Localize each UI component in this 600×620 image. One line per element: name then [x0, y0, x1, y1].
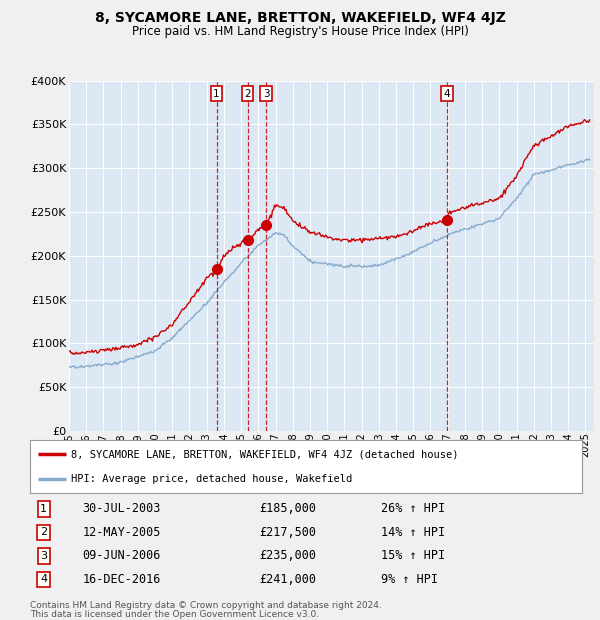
Text: This data is licensed under the Open Government Licence v3.0.: This data is licensed under the Open Gov… [30, 610, 319, 619]
Text: £217,500: £217,500 [259, 526, 316, 539]
Text: £185,000: £185,000 [259, 502, 316, 515]
Text: 1: 1 [213, 89, 220, 99]
Text: 1: 1 [40, 504, 47, 514]
Text: 15% ↑ HPI: 15% ↑ HPI [380, 549, 445, 562]
Text: 3: 3 [40, 551, 47, 561]
Text: Price paid vs. HM Land Registry's House Price Index (HPI): Price paid vs. HM Land Registry's House … [131, 25, 469, 38]
Text: 26% ↑ HPI: 26% ↑ HPI [380, 502, 445, 515]
Text: Contains HM Land Registry data © Crown copyright and database right 2024.: Contains HM Land Registry data © Crown c… [30, 601, 382, 611]
Text: 9% ↑ HPI: 9% ↑ HPI [380, 573, 437, 586]
Text: 30-JUL-2003: 30-JUL-2003 [82, 502, 161, 515]
Text: 12-MAY-2005: 12-MAY-2005 [82, 526, 161, 539]
Text: 14% ↑ HPI: 14% ↑ HPI [380, 526, 445, 539]
Text: HPI: Average price, detached house, Wakefield: HPI: Average price, detached house, Wake… [71, 474, 353, 484]
Text: 8, SYCAMORE LANE, BRETTON, WAKEFIELD, WF4 4JZ: 8, SYCAMORE LANE, BRETTON, WAKEFIELD, WF… [95, 11, 505, 25]
Text: 4: 4 [443, 89, 451, 99]
Text: 8, SYCAMORE LANE, BRETTON, WAKEFIELD, WF4 4JZ (detached house): 8, SYCAMORE LANE, BRETTON, WAKEFIELD, WF… [71, 450, 459, 459]
Text: £241,000: £241,000 [259, 573, 316, 586]
Text: 4: 4 [40, 574, 47, 585]
Text: 16-DEC-2016: 16-DEC-2016 [82, 573, 161, 586]
Text: 2: 2 [244, 89, 251, 99]
Text: £235,000: £235,000 [259, 549, 316, 562]
Text: 09-JUN-2006: 09-JUN-2006 [82, 549, 161, 562]
Text: 3: 3 [263, 89, 269, 99]
Text: 2: 2 [40, 528, 47, 538]
